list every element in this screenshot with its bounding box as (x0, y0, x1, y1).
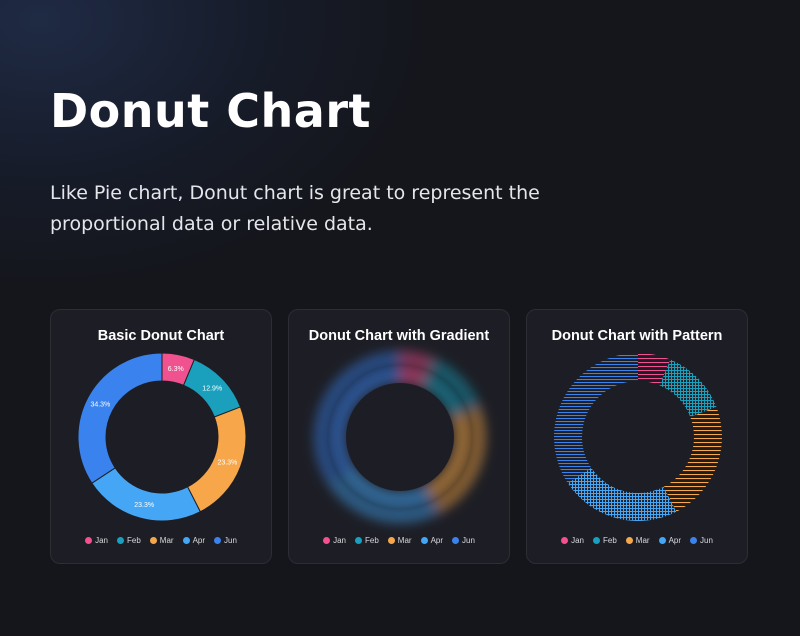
donut-slice-feb[interactable] (659, 359, 717, 417)
legend-label: Feb (126, 536, 141, 545)
legend-item-mar[interactable]: Mar (625, 536, 650, 545)
legend-label: Apr (430, 536, 444, 545)
legend-item-feb[interactable]: Feb (354, 536, 379, 545)
donut-slice-mar[interactable] (663, 406, 722, 512)
legend-marker (85, 537, 93, 544)
legend-item-jan[interactable]: Jan (85, 536, 108, 545)
legend-item-mar[interactable]: Mar (387, 536, 412, 545)
chart-legend: Jan Feb Mar Apr Jun (289, 536, 509, 545)
legend-marker (116, 537, 124, 544)
basic-donut-card: Basic Donut Chart 6.3% 12.9% 23.3% 23.3% 34.… (50, 309, 272, 564)
legend-label: Jun (224, 536, 237, 545)
pattern-donut-card: Donut Chart with Pattern Jan Feb Mar Apr Jun (526, 309, 748, 564)
chart-title: Basic Donut Chart (97, 328, 225, 344)
legend-item-apr[interactable]: Apr (420, 536, 444, 545)
legend-label: Jan (95, 536, 108, 545)
donut-slice-jan[interactable] (638, 353, 671, 386)
legend-marker (690, 537, 698, 544)
data-label-feb: 12.9% (202, 386, 222, 393)
legend-label: Feb (602, 536, 617, 545)
legend-item-jun[interactable]: Jun (214, 536, 237, 545)
legend-item-jan[interactable]: Jan (561, 536, 584, 545)
legend-item-jun[interactable]: Jun (690, 536, 713, 545)
legend-label: Apr (668, 536, 682, 545)
legend-label: Apr (192, 536, 206, 545)
basic-donut-chart: 6.3% 12.9% 23.3% 23.3% 34.3% (77, 352, 247, 522)
legend-item-feb[interactable]: Feb (592, 536, 617, 545)
legend-marker (149, 537, 157, 544)
donut-slice-apr[interactable] (567, 467, 677, 521)
data-label-jan: 6.3% (168, 366, 184, 373)
page-description: Like Pie chart, Donut chart is great to … (50, 182, 540, 235)
legend-item-jun[interactable]: Jun (452, 536, 475, 545)
legend-marker (182, 537, 190, 544)
chart-title: Donut Chart with Pattern (551, 328, 723, 344)
data-label-jun: 34.3% (90, 401, 110, 408)
page-title: Donut Chart (50, 84, 372, 138)
legend-label: Jun (700, 536, 713, 545)
donut-slice-jun[interactable] (77, 352, 163, 484)
legend-label: Mar (159, 536, 174, 545)
donut-slice-jun[interactable] (554, 353, 638, 484)
legend-marker (323, 537, 331, 544)
legend-marker (625, 537, 633, 544)
legend-item-jan[interactable]: Jan (323, 536, 346, 545)
legend-item-apr[interactable]: Apr (182, 536, 206, 545)
legend-label: Mar (397, 536, 412, 545)
legend-item-mar[interactable]: Mar (149, 536, 174, 545)
legend-label: Jun (462, 536, 475, 545)
data-label-mar: 23.3% (217, 460, 237, 467)
chart-title: Donut Chart with Gradient (308, 328, 490, 344)
legend-label: Jan (333, 536, 346, 545)
legend-marker (592, 537, 600, 544)
legend-marker (387, 537, 395, 544)
legend-marker (658, 537, 666, 544)
pattern-donut-chart (554, 353, 722, 521)
legend-item-feb[interactable]: Feb (116, 536, 141, 545)
legend-marker (452, 537, 460, 544)
donut-hole (346, 383, 454, 491)
chart-legend: Jan Feb Mar Apr Jun (51, 536, 271, 545)
gradient-donut-chart (310, 347, 490, 527)
legend-item-apr[interactable]: Apr (658, 536, 682, 545)
legend-label: Mar (635, 536, 650, 545)
legend-marker (420, 537, 428, 544)
legend-marker (214, 537, 222, 544)
donut-slice-apr[interactable] (91, 467, 202, 522)
legend-marker (561, 537, 569, 544)
chart-legend: Jan Feb Mar Apr Jun (527, 536, 747, 545)
legend-marker (354, 537, 362, 544)
gradient-donut-card: Donut Chart with Gradient Jan Feb Mar Apr Ju… (288, 309, 510, 564)
data-label-apr: 23.3% (134, 502, 154, 509)
legend-label: Jan (571, 536, 584, 545)
legend-label: Feb (364, 536, 379, 545)
